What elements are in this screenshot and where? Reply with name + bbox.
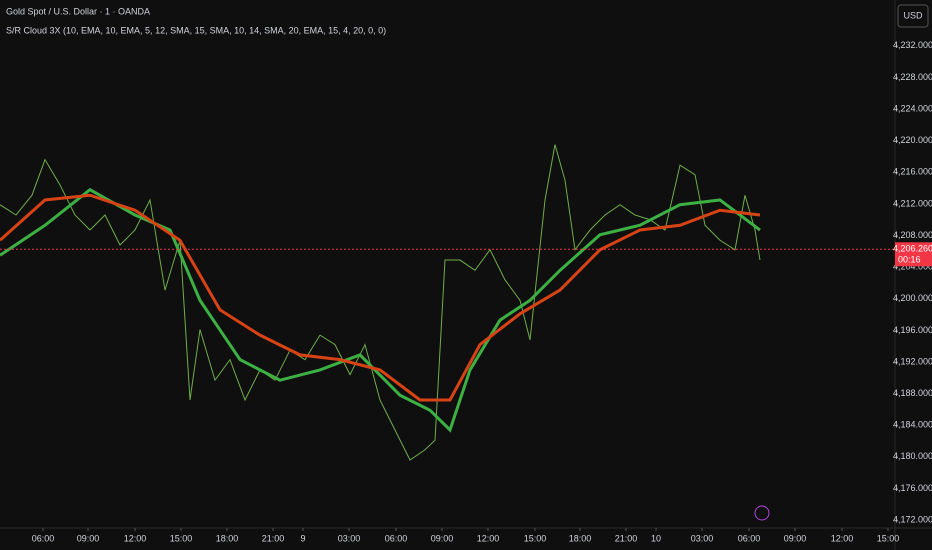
x-tick-label: 06:00 — [32, 533, 55, 543]
x-tick-label: 21:00 — [615, 533, 638, 543]
x-tick-label: 15:00 — [524, 533, 547, 543]
x-tick-label: 10 — [651, 533, 661, 543]
x-tick-label: 12:00 — [124, 533, 147, 543]
x-tick-label: 06:00 — [385, 533, 408, 543]
y-tick-label: 4,232.000 — [893, 40, 932, 50]
x-tick-label: 15:00 — [170, 533, 193, 543]
currency-button[interactable] — [897, 4, 929, 28]
x-tick-label: 21:00 — [262, 533, 285, 543]
countdown-label: 00:16 — [898, 255, 921, 265]
currency-label[interactable]: USD — [903, 10, 923, 20]
y-tick-label: 4,228.000 — [893, 72, 932, 82]
y-tick-label: 4,216.000 — [893, 167, 932, 177]
event-icon[interactable] — [754, 505, 770, 521]
y-tick-label: 4,180.000 — [893, 451, 932, 461]
y-tick-label: 4,176.000 — [893, 483, 932, 493]
y-tick-label: 4,224.000 — [893, 103, 932, 113]
current-price-box — [895, 242, 932, 267]
x-tick-label: 15:00 — [877, 533, 900, 543]
x-tick-label: 09:00 — [77, 533, 100, 543]
x-tick-label: 09:00 — [784, 533, 807, 543]
x-tick-label: 03:00 — [338, 533, 361, 543]
x-tick-label: 03:00 — [691, 533, 714, 543]
x-tick-label: 12:00 — [831, 533, 854, 543]
y-tick-label: 4,184.000 — [893, 420, 932, 430]
symbol-title: Gold Spot / U.S. Dollar · 1 · OANDA — [6, 6, 150, 16]
y-tick-label: 4,188.000 — [893, 388, 932, 398]
y-tick-label: 4,172.000 — [893, 514, 932, 524]
x-tick-label: 9 — [300, 533, 305, 543]
indicator-label: S/R Cloud 3X (10, EMA, 10, EMA, 5, 12, S… — [6, 25, 386, 35]
y-tick-label: 4,204.000 — [893, 262, 932, 272]
x-tick-label: 06:00 — [738, 533, 761, 543]
y-tick-label: 4,196.000 — [893, 325, 932, 335]
series-line — [0, 144, 761, 461]
x-tick-label: 18:00 — [216, 533, 239, 543]
current-price-label: 4,206.260 — [893, 244, 932, 254]
series-line — [0, 193, 761, 402]
y-tick-label: 4,200.000 — [893, 293, 932, 303]
x-tick-label: 09:00 — [431, 533, 454, 543]
x-tick-label: 12:00 — [477, 533, 500, 543]
y-tick-label: 4,208.000 — [893, 230, 932, 240]
y-tick-label: 4,220.000 — [893, 135, 932, 145]
x-tick-label: 18:00 — [569, 533, 592, 543]
y-tick-label: 4,212.000 — [893, 198, 932, 208]
y-tick-label: 4,192.000 — [893, 356, 932, 366]
